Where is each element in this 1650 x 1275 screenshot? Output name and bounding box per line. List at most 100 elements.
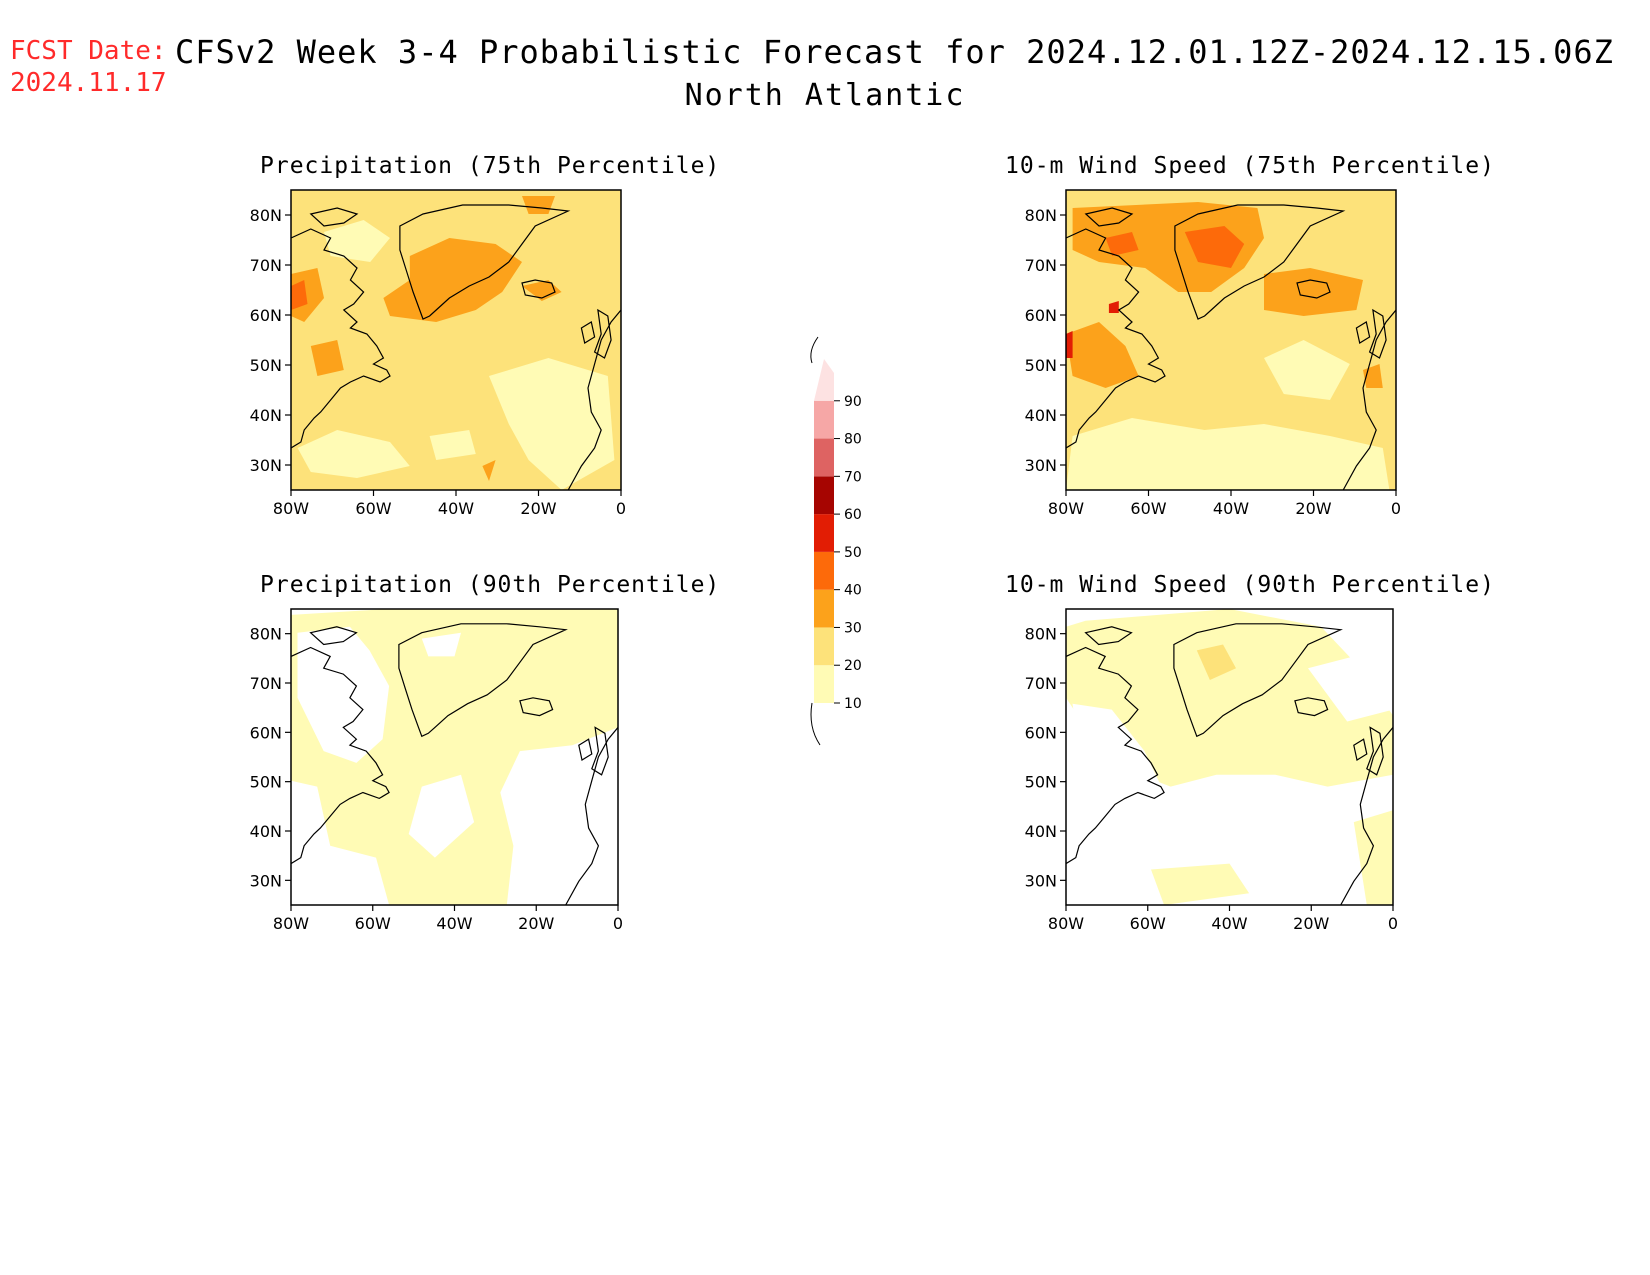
probability-contour	[1072, 703, 1165, 817]
lon-tick-label: 80W	[273, 499, 309, 518]
lat-tick-label: 80N	[1025, 625, 1057, 644]
probability-contour	[1184, 226, 1245, 268]
lat-tick-label: 40N	[250, 822, 282, 841]
region-title: North Atlantic	[684, 78, 966, 113]
probability-contour	[1264, 340, 1350, 400]
colorbar-tick-label: 90	[844, 394, 862, 410]
lon-tick-label: 20W	[1293, 914, 1329, 933]
probability-contour	[429, 430, 476, 460]
lon-tick-label: 20W	[1295, 499, 1331, 518]
coastline-north-america	[1066, 228, 1166, 449]
lat-tick-label: 50N	[250, 773, 282, 792]
page-title: CFSv2 Week 3-4 Probabilistic Forecast fo…	[175, 33, 1614, 71]
coastline-ireland	[1353, 738, 1368, 761]
probability-contour	[1105, 232, 1139, 256]
colorbar-tick-label: 80	[844, 432, 862, 448]
lat-tick-label: 70N	[250, 256, 282, 275]
probability-contour	[482, 460, 496, 481]
lon-tick-label: 40W	[438, 499, 474, 518]
probability-contour	[1066, 609, 1393, 787]
coastline-greenland	[1173, 623, 1343, 738]
lon-tick-label: 0	[1391, 499, 1401, 518]
colorbar-segment	[814, 589, 834, 628]
coastline-iceland	[521, 279, 556, 299]
colorbar-segment	[814, 551, 834, 590]
probability-contour	[1353, 810, 1393, 905]
lat-tick-label: 60N	[1025, 306, 1057, 325]
probability-contour	[297, 430, 410, 478]
lat-tick-label: 40N	[250, 406, 282, 425]
probability-contour	[408, 774, 475, 858]
lat-tick-label: 60N	[250, 723, 282, 742]
map-panel-4: 80W 60W 40W 20W 0 80N 70N 60N 50N 40N 30N	[1025, 608, 1398, 933]
map-field	[1066, 609, 1393, 905]
lon-tick-label: 80W	[1048, 499, 1084, 518]
forecast-date-label: FCST Date:	[10, 36, 167, 66]
colorbar-segment	[814, 359, 834, 401]
colorbar-tick-label: 40	[844, 583, 862, 599]
lat-tick-label: 40N	[1025, 406, 1057, 425]
lon-tick-label: 0	[1388, 914, 1398, 933]
lon-tick-label: 60W	[355, 914, 391, 933]
colorbar-edge	[810, 702, 821, 746]
probability-contour	[522, 280, 562, 301]
coastline-arctic-islands	[309, 207, 359, 227]
colorbar-segment	[814, 476, 834, 515]
map-panel-1: 80W 60W 40W 20W 0 80N 70N 60N 50N 40N 30N	[250, 189, 626, 518]
map-panel-3: 80W 60W 40W 20W 0 80N 70N 60N 50N 40N 30N	[250, 608, 623, 933]
lat-tick-label: 40N	[1025, 822, 1057, 841]
probability-contour	[1066, 322, 1139, 388]
probability-contour	[421, 632, 461, 657]
coastline-britain	[1366, 726, 1384, 776]
lon-tick-label: 60W	[1130, 499, 1166, 518]
probability-contour	[522, 196, 555, 214]
lon-tick-label: 40W	[1213, 499, 1249, 518]
coastline-britain	[593, 308, 612, 359]
probability-contour	[1066, 331, 1073, 358]
lat-tick-label: 80N	[1025, 206, 1057, 225]
lat-tick-label: 50N	[1025, 773, 1057, 792]
lat-tick-label: 70N	[1025, 256, 1057, 275]
forecast-date-block: FCST Date: 2024.11.17	[10, 36, 167, 98]
probability-contour	[1264, 268, 1363, 316]
colorbar-tick-label: 60	[844, 507, 862, 523]
coastline-greenland	[398, 623, 568, 738]
lon-tick-label: 60W	[1130, 914, 1166, 933]
probability-contour	[1108, 301, 1119, 313]
lat-tick-label: 80N	[250, 206, 282, 225]
lat-tick-label: 30N	[250, 456, 282, 475]
map-field	[291, 609, 618, 905]
probability-contour	[1196, 644, 1236, 680]
map-field	[291, 190, 621, 490]
probability-contour	[1066, 418, 1390, 490]
lon-tick-label: 20W	[520, 499, 556, 518]
coastline-europe	[1340, 727, 1393, 905]
lon-tick-label: 60W	[355, 499, 391, 518]
coastline-iceland	[519, 697, 554, 717]
map-panel-2: 80W 60W 40W 20W 0 80N 70N 60N 50N 40N 30N	[1025, 189, 1401, 518]
coastline-europe	[567, 309, 621, 490]
coastline-arctic-islands	[1084, 626, 1133, 646]
coastline-iceland	[1296, 279, 1331, 299]
probability-contour	[1151, 863, 1250, 905]
coastline-europe	[1342, 309, 1396, 490]
probability-contour	[291, 268, 324, 322]
coastline-britain	[1368, 308, 1387, 359]
coastline-arctic-islands	[309, 626, 358, 646]
lat-tick-label: 60N	[250, 306, 282, 325]
lat-tick-label: 30N	[250, 871, 282, 890]
lat-tick-label: 70N	[1025, 674, 1057, 693]
lat-tick-label: 80N	[250, 625, 282, 644]
colorbar-tick-label: 70	[844, 469, 862, 485]
colorbar-segment	[814, 400, 834, 439]
lon-tick-label: 20W	[518, 914, 554, 933]
probability-contour	[1072, 202, 1264, 292]
probability-contour	[1308, 656, 1393, 722]
coastline-ireland	[1355, 321, 1371, 344]
colorbar-segment	[814, 438, 834, 477]
colorbar: 10 20 30 40 50 60 70 80 90	[810, 336, 862, 746]
colorbar-tick-label: 20	[844, 658, 862, 674]
lat-tick-label: 50N	[250, 356, 282, 375]
colorbar-tick-label: 50	[844, 545, 862, 561]
